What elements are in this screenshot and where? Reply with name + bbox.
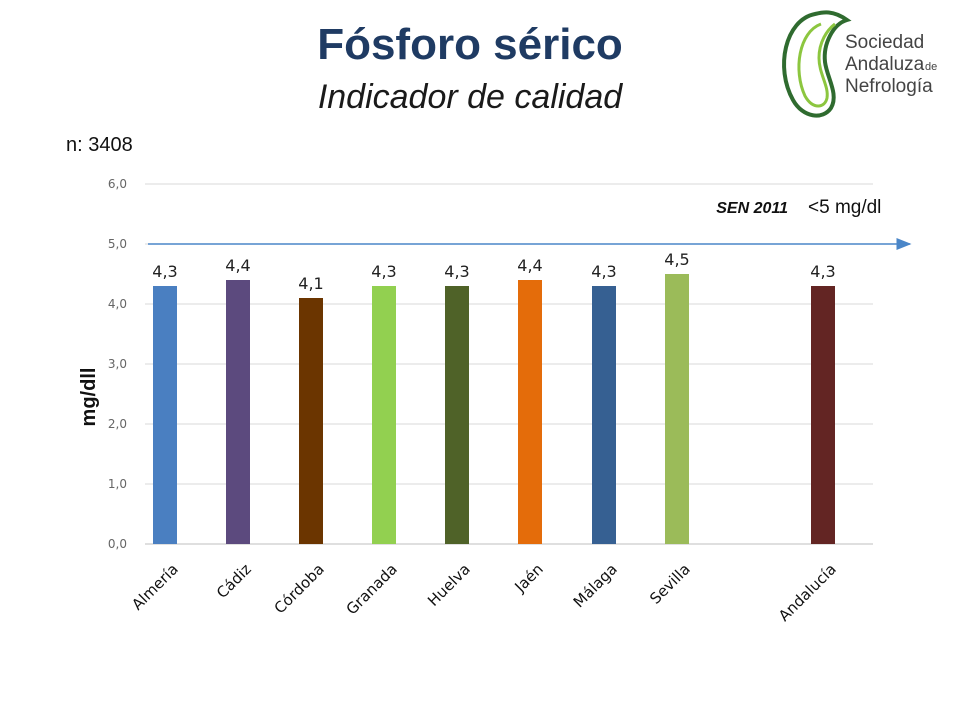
category-label: Sevilla — [646, 560, 694, 608]
y-axis-label: mg/dll — [78, 368, 100, 427]
gridlines: 0,0 1,0 2,0 3,0 4,0 5,0 6,0 — [108, 177, 873, 551]
category-label: Huelva — [424, 560, 474, 610]
bar — [372, 286, 396, 544]
page-subtitle: Indicador de calidad — [317, 78, 623, 116]
category-label: Córdoba — [271, 560, 328, 617]
bar — [226, 280, 250, 544]
logo-outer-swoosh — [782, 10, 852, 118]
data-labels: 4,3 4,4 4,1 4,3 4,3 4,4 4,3 4,5 4,3 — [152, 250, 835, 293]
data-label: 4,3 — [444, 262, 469, 281]
data-label: 4,3 — [591, 262, 616, 281]
logo-line-2: Andaluza — [845, 54, 925, 75]
category-label: Jaén — [511, 560, 547, 596]
bar — [299, 298, 323, 544]
category-label: Granada — [343, 560, 401, 618]
category-label: Cádiz — [213, 560, 255, 602]
y-tick-label: 0,0 — [108, 537, 127, 551]
y-tick-label: 6,0 — [108, 177, 127, 191]
data-label: 4,4 — [517, 256, 542, 275]
bar — [665, 274, 689, 544]
category-labels: Almería Cádiz Córdoba Granada Huelva Jaén Mála… — [128, 560, 840, 625]
category-label: Almería — [128, 560, 182, 614]
bar — [153, 286, 177, 544]
society-logo: Sociedad Andaluza de Nefrología — [782, 10, 937, 118]
logo-line-3: Nefrología — [845, 76, 933, 97]
category-label: Málaga — [570, 560, 621, 611]
y-tick-label: 4,0 — [108, 297, 127, 311]
sample-size-label: n: 3408 — [66, 134, 133, 156]
category-label: Andalucía — [775, 560, 840, 625]
logo-line-1: Sociedad — [845, 32, 924, 53]
y-tick-label: 3,0 — [108, 357, 127, 371]
y-tick-label: 2,0 — [108, 417, 127, 431]
bars — [153, 274, 835, 544]
y-tick-label: 5,0 — [108, 237, 127, 251]
data-label: 4,3 — [152, 262, 177, 281]
logo-line-2-suffix: de — [925, 61, 937, 73]
reference-name: SEN 2011 — [716, 200, 788, 217]
data-label: 4,3 — [810, 262, 835, 281]
bar — [518, 280, 542, 544]
reference-label: <5 mg/dl — [808, 197, 881, 218]
logo-inner-swoosh — [797, 22, 836, 108]
bar — [592, 286, 616, 544]
data-label: 4,3 — [371, 262, 396, 281]
y-tick-label: 1,0 — [108, 477, 127, 491]
data-label: 4,1 — [298, 274, 323, 293]
page-title: Fósforo sérico — [317, 20, 623, 69]
bar — [811, 286, 835, 544]
data-label: 4,4 — [225, 256, 250, 275]
data-label: 4,5 — [664, 250, 689, 269]
bar — [445, 286, 469, 544]
